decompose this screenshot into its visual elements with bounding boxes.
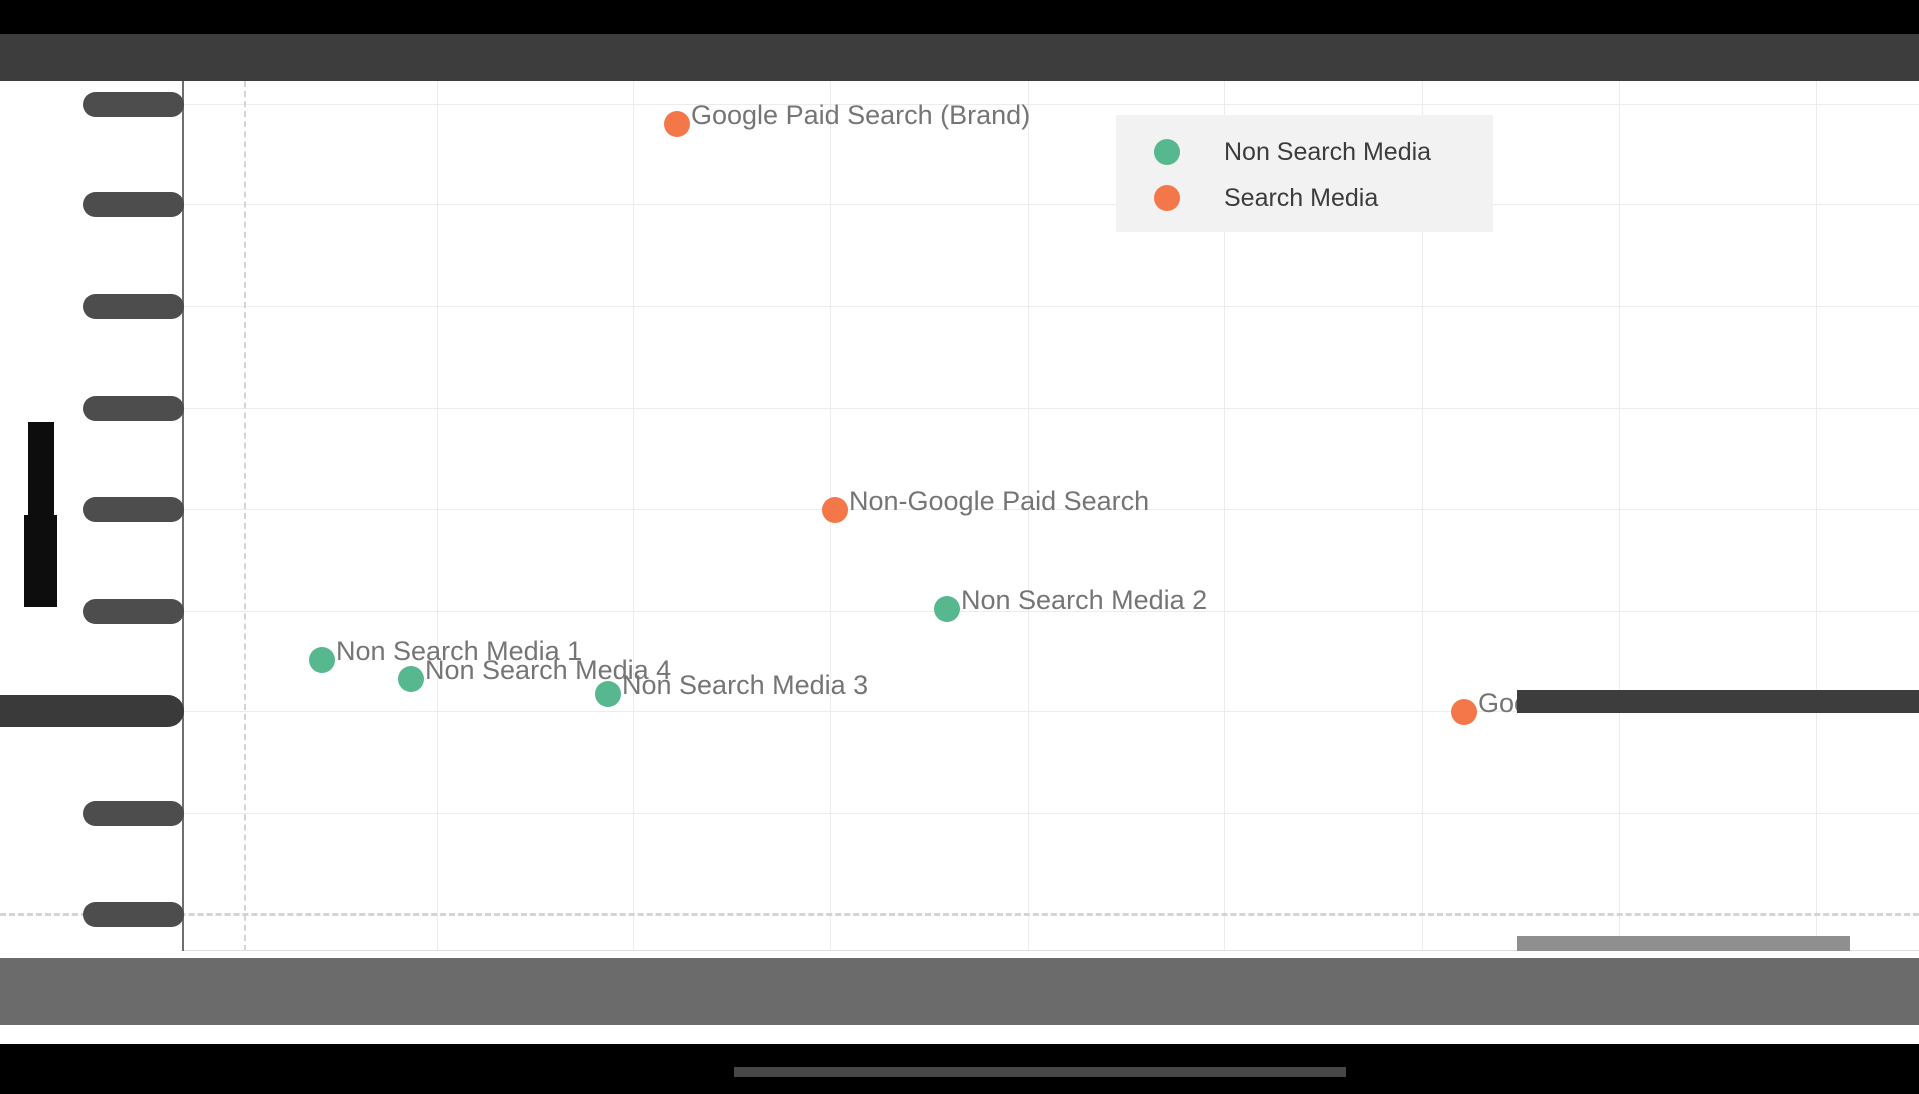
gridline-vertical [1816,81,1817,951]
scatter-point-label: Google Paid Search (Brand) [691,100,1031,130]
legend-dot-non-search-media [1154,139,1180,165]
gridline-horizontal [184,611,1919,612]
redacted-point-label-bar [1517,690,1919,713]
gridline-vertical [437,81,438,951]
legend-item-non-search-media[interactable]: Non Search Media [1116,137,1493,166]
legend: Non Search Media Search Media [1116,115,1493,232]
scatter-point[interactable] [595,681,621,707]
gridline-vertical [1422,81,1423,951]
redacted-y-tick-label-wide [0,695,184,727]
gridline-vertical [1619,81,1620,951]
gridline-horizontal [184,509,1919,510]
gridline-horizontal [184,408,1919,409]
y-axis-line [182,81,184,951]
horizontal-dashed-reference-line [0,913,1919,916]
redacted-y-tick-label [83,396,184,421]
redacted-header-bar [0,34,1919,81]
redacted-footer-bar [0,1044,1919,1094]
scatter-point-label: Non Search Media 3 [622,670,869,700]
gridline-horizontal [184,104,1919,105]
vertical-dashed-reference-line [244,81,246,951]
redacted-y-tick-label [83,801,184,826]
redacted-footer-strip [734,1067,1346,1077]
gridline-horizontal [184,204,1919,205]
scatter-point[interactable] [1451,699,1477,725]
scatter-point[interactable] [398,666,424,692]
legend-item-label: Non Search Media [1224,137,1432,166]
scatter-point[interactable] [822,497,848,523]
gridline-vertical [1028,81,1029,951]
scatter-point-label: Non Search Media 1 [336,636,583,666]
redacted-y-tick-label [83,599,184,624]
gridline-vertical [633,81,634,951]
redacted-y-axis-title-block [24,515,57,607]
redacted-x-tick-labels-bar [0,958,1919,1025]
scatter-point[interactable] [309,647,335,673]
legend-dot-search-media [1154,185,1180,211]
scatter-point-label: Non Search Media 2 [961,585,1208,615]
legend-item-search-media[interactable]: Search Media [1116,183,1493,212]
scatter-point-label: Non-Google Paid Search [849,486,1150,516]
scatter-point[interactable] [934,596,960,622]
redacted-y-tick-label [83,294,184,319]
scatter-plot: Non Search Media Search Media Google Pai… [0,81,1919,951]
scatter-point[interactable] [664,111,690,137]
redacted-y-tick-label [83,497,184,522]
legend-item-label: Search Media [1224,183,1379,212]
redacted-y-tick-label [83,192,184,217]
gridline-horizontal [184,711,1919,712]
redacted-top-bar [0,0,1919,34]
gridline-horizontal [184,306,1919,307]
redacted-bottom-right-label [1517,936,1850,951]
scatter-point-label: Non Search Media 4 [425,655,672,685]
gridline-vertical [1224,81,1225,951]
x-axis-line [184,950,1919,951]
gridline-horizontal [184,813,1919,814]
redacted-y-tick-label [83,902,184,927]
redacted-y-tick-label [83,92,184,117]
redacted-y-axis-title-block [28,422,54,528]
